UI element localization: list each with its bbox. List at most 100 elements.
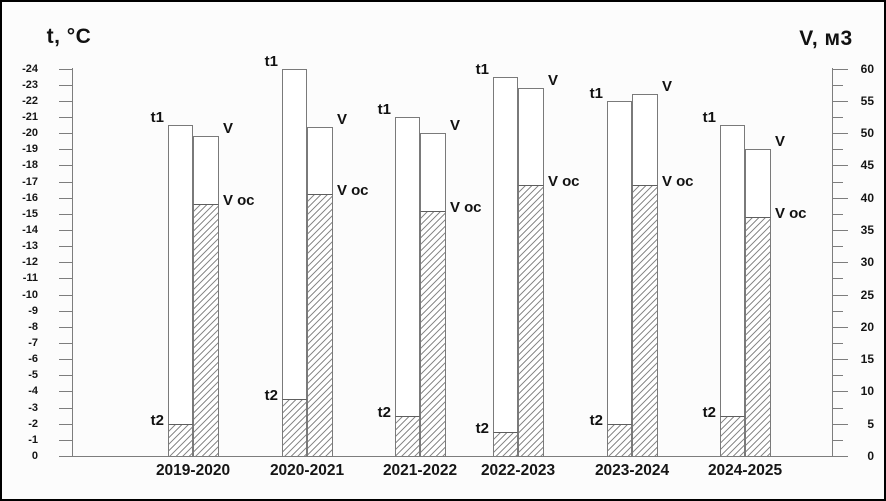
right-axis-tick xyxy=(832,230,848,231)
label-t1-2024-2025: t1 xyxy=(702,109,716,126)
right-axis-tick xyxy=(832,391,848,392)
left-axis-tick-label: -23 xyxy=(22,79,38,91)
right-axis-tick-label: 40 xyxy=(860,191,874,205)
right-axis-tick-label: 50 xyxy=(860,126,874,140)
left-axis-tick-label: -2 xyxy=(28,418,38,430)
hatch-t2-2024-2025 xyxy=(720,415,745,457)
label-v-2022-2023: V xyxy=(548,71,559,89)
right-axis-tick xyxy=(832,101,848,102)
x-axis-category-2021-2022: 2021-2022 xyxy=(382,462,458,479)
label-v-2019-2020: V xyxy=(223,120,234,138)
left-axis-tick xyxy=(59,133,72,134)
left-axis-tick xyxy=(59,246,72,247)
label-t2-2020-2021: t2 xyxy=(264,387,278,405)
left-axis-tick xyxy=(59,327,72,328)
right-axis-tick-label: 10 xyxy=(860,384,874,398)
label-v-2023-2024: V xyxy=(662,78,673,96)
right-axis-tick-label: 15 xyxy=(860,352,874,366)
bar-t1-2022-2023 xyxy=(493,76,518,457)
left-axis-tick xyxy=(59,311,72,312)
left-axis-tick xyxy=(59,278,72,279)
bar-t1-2019-2020 xyxy=(168,125,193,457)
left-axis-tick xyxy=(59,408,72,409)
x-axis-category-2022-2023: 2022-2023 xyxy=(480,462,556,479)
right-axis-tick xyxy=(832,165,848,166)
right-axis-minor-tick xyxy=(832,214,843,215)
left-axis-tick xyxy=(59,359,72,360)
label-t2-2022-2023: t2 xyxy=(475,419,489,437)
bar-t1-2020-2021 xyxy=(282,68,307,457)
x-axis-category-2020-2021: 2020-2021 xyxy=(269,462,345,479)
left-axis-tick-label: -21 xyxy=(22,111,38,123)
right-axis-minor-tick xyxy=(832,85,843,86)
hatch-t2-2019-2020 xyxy=(168,423,193,457)
label-t1-2020-2021: t1 xyxy=(264,52,278,70)
right-axis-minor-tick xyxy=(832,343,843,344)
left-axis-tick-label: -1 xyxy=(28,434,38,446)
right-axis-tick-label: 35 xyxy=(860,223,874,237)
label-t2-2023-2024: t2 xyxy=(589,411,603,429)
left-axis-tick xyxy=(59,69,72,70)
label-voc-2023-2024: V ос xyxy=(662,172,694,190)
label-v-2024-2025: V xyxy=(775,133,786,151)
hatch-voc-2019-2020 xyxy=(193,204,219,457)
left-axis-tick-label: -18 xyxy=(22,159,38,171)
label-v-2020-2021: V xyxy=(337,110,348,128)
left-axis-tick xyxy=(59,85,72,86)
left-axis-tick-label: -4 xyxy=(28,385,38,397)
left-axis-tick-label: -15 xyxy=(22,208,38,220)
left-axis-tick-label: -13 xyxy=(22,240,38,252)
label-voc-2024-2025: V ос xyxy=(775,205,807,223)
left-axis-tick-label: -8 xyxy=(28,321,38,333)
left-axis-tick xyxy=(59,149,72,150)
label-voc-2020-2021: V ос xyxy=(337,182,369,200)
left-axis-tick xyxy=(59,165,72,166)
left-axis-tick xyxy=(59,440,72,441)
right-axis-tick-label: 30 xyxy=(860,255,874,269)
left-axis-tick xyxy=(59,375,72,376)
hatch-voc-2021-2022 xyxy=(420,210,446,457)
left-axis-tick-label: -5 xyxy=(28,369,38,381)
bar-t1-2023-2024 xyxy=(607,100,632,457)
left-axis-tick xyxy=(59,182,72,183)
bar-t1-2024-2025 xyxy=(720,125,745,457)
label-t1-2021-2022: t1 xyxy=(377,100,391,118)
right-axis-tick-label: 5 xyxy=(867,417,874,431)
right-axis-tick-label: 0 xyxy=(867,449,874,463)
left-axis-tick xyxy=(59,295,72,296)
left-axis-tick xyxy=(59,198,72,199)
left-axis-tick xyxy=(59,214,72,215)
hatch-t2-2021-2022 xyxy=(395,415,420,457)
left-axis-tick xyxy=(59,343,72,344)
label-t2-2021-2022: t2 xyxy=(377,403,391,421)
right-axis-minor-tick xyxy=(832,182,843,183)
right-axis-tick xyxy=(832,133,848,134)
left-axis-tick xyxy=(59,117,72,118)
right-axis-minor-tick xyxy=(832,408,843,409)
right-axis-minor-tick xyxy=(832,375,843,376)
left-axis-tick-label: -17 xyxy=(22,176,38,188)
hatch-voc-2024-2025 xyxy=(745,217,771,457)
left-axis-tick-label: -20 xyxy=(22,127,38,139)
x-axis-line xyxy=(72,456,833,457)
left-axis-tick-label: -16 xyxy=(22,192,38,204)
label-voc-2022-2023: V ос xyxy=(548,172,580,190)
right-axis-minor-tick xyxy=(832,117,843,118)
right-axis-minor-tick xyxy=(832,440,843,441)
hatch-voc-2022-2023 xyxy=(518,184,544,457)
right-axis-tick xyxy=(832,295,848,296)
right-axis-tick xyxy=(832,69,848,70)
right-axis-tick xyxy=(832,424,848,425)
right-axis-tick-label: 55 xyxy=(860,94,874,108)
label-v-2021-2022: V xyxy=(450,117,461,135)
left-axis-tick-label: 0 xyxy=(31,450,38,462)
left-axis-line xyxy=(72,68,73,457)
label-voc-2019-2020: V ос xyxy=(223,192,255,210)
left-axis-tick-label: -19 xyxy=(22,143,38,155)
right-axis-tick-label: 25 xyxy=(860,288,874,302)
left-axis-tick xyxy=(59,391,72,392)
left-axis-tick-label: -14 xyxy=(22,224,38,236)
label-t2-2019-2020: t2 xyxy=(150,411,164,429)
bar-t1-2021-2022 xyxy=(395,116,420,457)
left-axis-tick-label: -24 xyxy=(22,63,38,75)
